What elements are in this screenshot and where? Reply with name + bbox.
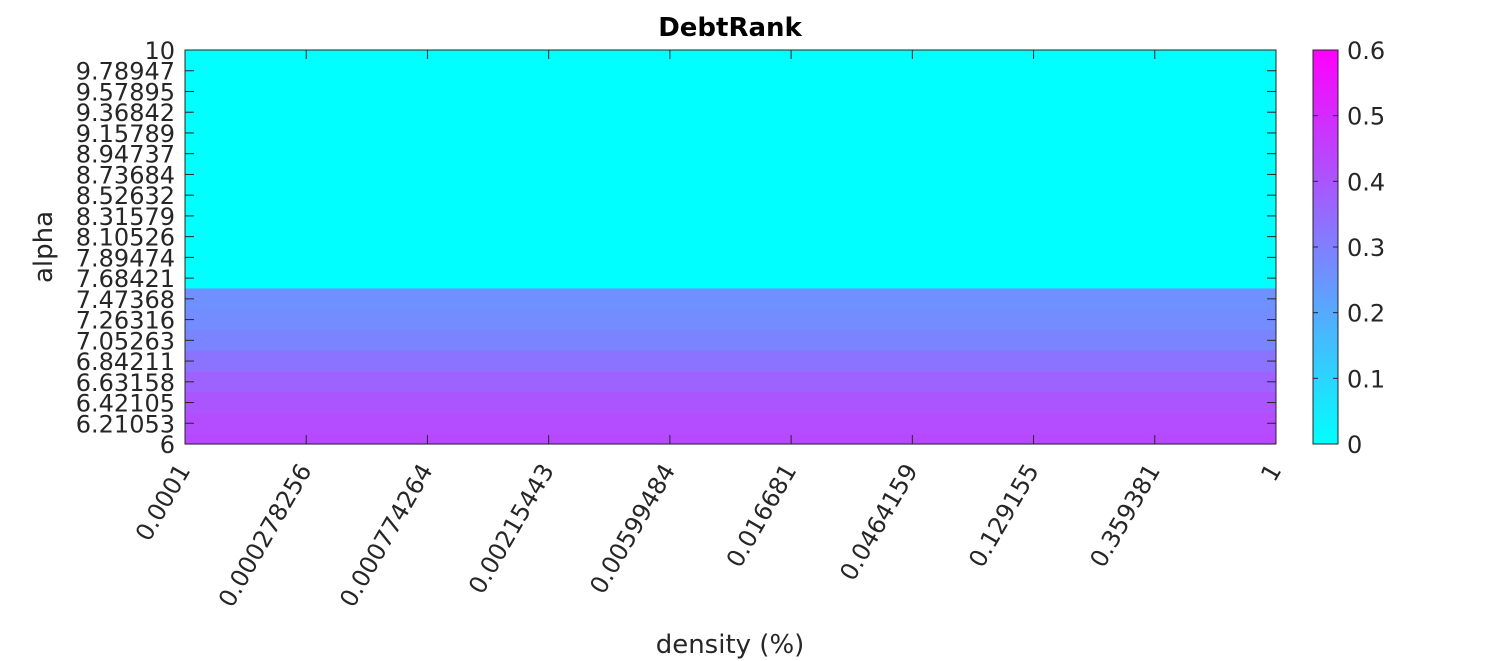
colorbar-tick-label: 0.6 — [1347, 37, 1385, 65]
y-axis-label: alpha — [29, 211, 59, 283]
x-tick-label: 0.00599484 — [584, 459, 681, 599]
heatmap-cell — [185, 392, 1276, 414]
y-tick-label: 9.36842 — [76, 99, 175, 127]
y-tick-label: 6.63158 — [76, 369, 175, 397]
colorbar-tick-label: 0.2 — [1347, 300, 1385, 328]
heatmap-cell — [185, 122, 1276, 144]
colorbar-tick-label: 0.4 — [1347, 168, 1385, 196]
heatmap-cells — [185, 50, 1276, 445]
y-tick-label: 9.57895 — [76, 78, 175, 106]
x-tick-label: 0.000278256 — [213, 459, 317, 612]
x-tick-label: 0.016681 — [721, 459, 803, 572]
y-tick-label: 10 — [144, 37, 175, 65]
x-tick-label: 0.129155 — [963, 459, 1045, 572]
y-tick-label: 8.94737 — [76, 141, 175, 169]
y-tick-label: 7.68421 — [76, 265, 175, 293]
colorbar-tick-label: 0.1 — [1347, 365, 1385, 393]
heatmap-cell — [185, 184, 1276, 207]
y-tick-label: 6.84211 — [76, 348, 175, 376]
y-axis: 109.789479.578959.368429.157898.947378.7… — [76, 37, 1276, 459]
y-tick-label: 6.21053 — [76, 410, 175, 438]
heatmap-cell — [185, 309, 1276, 331]
colorbar-tick-label: 0 — [1347, 431, 1362, 459]
heatmap-cell — [185, 433, 1276, 445]
heatmap-cell — [185, 50, 1276, 61]
x-tick-label: 0.000774264 — [334, 459, 438, 612]
heatmap-cell — [185, 288, 1276, 310]
y-tick-label: 8.52632 — [76, 182, 175, 210]
y-tick-label: 8.73684 — [76, 161, 175, 189]
heatmap-cell — [185, 205, 1276, 227]
y-tick-label: 8.10526 — [76, 224, 175, 252]
x-tick-label: 1 — [1255, 459, 1287, 486]
heatmap-cell — [185, 412, 1276, 435]
colorbar-tick-label: 0.5 — [1347, 103, 1385, 131]
heatmap-cell — [185, 371, 1276, 393]
y-tick-label: 7.26316 — [76, 307, 175, 335]
heatmap-cell — [185, 329, 1276, 352]
y-tick-label: 6 — [160, 431, 175, 459]
heatmap-cell — [185, 267, 1276, 290]
x-tick-label: 0.0464159 — [834, 459, 923, 585]
x-tick-label: 0.0001 — [130, 459, 196, 546]
y-tick-label: 6.42105 — [76, 390, 175, 418]
heatmap-cell — [185, 164, 1276, 186]
y-tick-label: 7.89474 — [76, 244, 175, 272]
plot-frame — [184, 49, 1277, 445]
colorbar-axis: 0 0.1 0.2 0.3 0.4 0.5 0.6 — [1313, 37, 1385, 459]
y-tick-label: 8.31579 — [76, 203, 175, 231]
x-tick-label: 0.359381 — [1084, 459, 1166, 572]
heatmap-cell — [185, 101, 1276, 124]
heatmap-cell — [185, 247, 1276, 269]
y-tick-label: 9.15789 — [76, 120, 175, 148]
y-tick-label: 9.78947 — [76, 58, 175, 86]
colorbar-tick-label: 0.3 — [1347, 234, 1385, 262]
heatmap-cell — [185, 81, 1276, 103]
chart-title: DebtRank — [658, 13, 802, 43]
heatmap-cell — [185, 350, 1276, 373]
y-tick-label: 7.47368 — [76, 286, 175, 314]
x-tick-label: 0.00215443 — [463, 459, 560, 599]
heatmap-cell — [185, 60, 1276, 82]
x-axis-label: density (%) — [656, 630, 805, 660]
y-tick-label: 7.05263 — [76, 327, 175, 355]
heatmap-cell — [185, 226, 1276, 248]
heatmap-cell — [185, 143, 1276, 165]
